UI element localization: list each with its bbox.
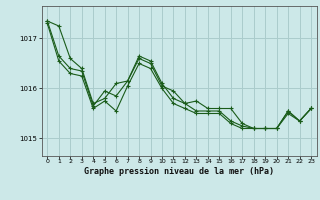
X-axis label: Graphe pression niveau de la mer (hPa): Graphe pression niveau de la mer (hPa): [84, 167, 274, 176]
